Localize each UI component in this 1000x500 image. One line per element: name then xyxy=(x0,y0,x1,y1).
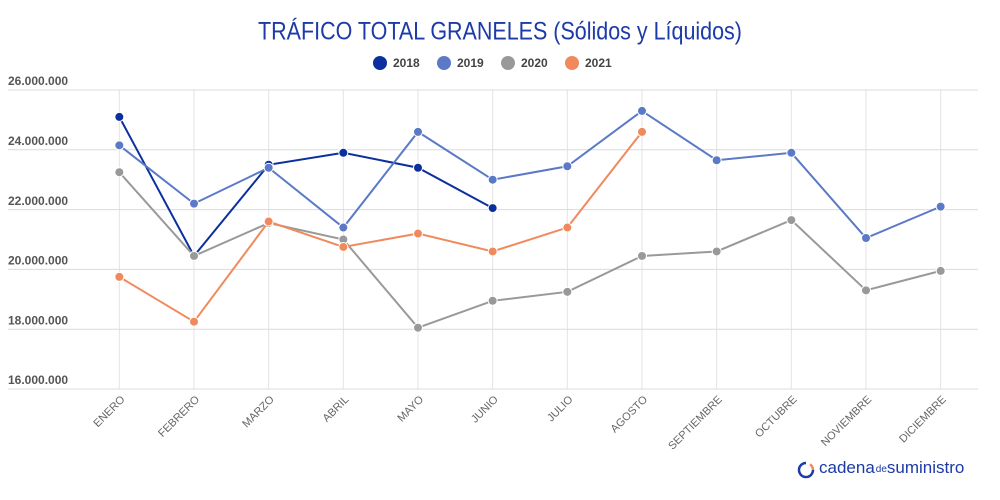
data-point xyxy=(487,203,498,214)
data-point xyxy=(562,286,573,297)
data-point xyxy=(637,250,647,261)
data-point xyxy=(413,322,423,333)
y-tick-label: 24.000.000 xyxy=(8,134,68,148)
data-point xyxy=(935,265,946,276)
x-tick-label: NOVIEMBRE xyxy=(819,394,874,449)
data-point xyxy=(189,250,199,261)
series-line xyxy=(118,171,941,329)
data-point xyxy=(413,228,423,239)
x-tick-label: MAYO xyxy=(395,393,426,424)
legend-marker xyxy=(373,56,387,70)
logo-icon xyxy=(809,463,815,471)
series-line xyxy=(118,109,942,240)
data-point xyxy=(861,233,871,244)
data-point xyxy=(711,246,722,257)
series xyxy=(114,126,647,327)
data-point xyxy=(562,222,573,233)
data-point xyxy=(114,167,125,178)
data-point xyxy=(487,295,498,306)
data-point xyxy=(861,285,871,296)
legend-marker xyxy=(565,56,579,70)
y-tick-label: 16.000.000 xyxy=(8,373,68,387)
x-tick-label: SEPTIEMBRE xyxy=(666,394,725,453)
legend-marker xyxy=(501,56,515,70)
data-point xyxy=(263,162,274,173)
data-point xyxy=(263,216,274,227)
data-point xyxy=(189,198,199,209)
data-point xyxy=(338,241,349,252)
x-tick-label: MARZO xyxy=(240,393,277,430)
series-line xyxy=(118,116,494,258)
logo: cadenadesuministro xyxy=(797,458,964,479)
legend-label: 2018 xyxy=(393,56,420,70)
data-point xyxy=(637,126,647,137)
x-tick-label: JUNIO xyxy=(469,393,501,425)
series xyxy=(114,105,946,244)
chart-title: TRÁFICO TOTAL GRANELES (Sólidos y Líquid… xyxy=(258,17,742,45)
data-point xyxy=(935,201,946,212)
logo-text: cadenadesuministro xyxy=(819,458,964,477)
x-tick-label: ENERO xyxy=(91,393,127,429)
x-tick-label: OCTUBRE xyxy=(753,394,800,441)
legend-marker xyxy=(437,56,451,70)
logo-icon xyxy=(797,461,815,479)
data-point xyxy=(114,271,125,282)
data-point xyxy=(114,111,125,122)
data-point xyxy=(711,155,722,166)
x-tick-label: JULIO xyxy=(545,393,576,424)
data-point xyxy=(786,215,797,226)
data-point xyxy=(413,126,423,137)
y-tick-label: 20.000.000 xyxy=(8,254,68,268)
x-tick-label: FEBRERO xyxy=(156,393,202,439)
y-tick-label: 26.000.000 xyxy=(8,74,68,88)
data-point xyxy=(114,140,125,151)
data-point xyxy=(637,105,647,116)
data-point xyxy=(487,246,498,257)
y-tick-label: 18.000.000 xyxy=(8,313,68,327)
data-point xyxy=(338,147,349,158)
data-point xyxy=(189,316,199,327)
legend-label: 2020 xyxy=(521,56,548,70)
y-tick-label: 22.000.000 xyxy=(8,194,68,208)
data-point xyxy=(487,174,498,185)
x-tick-label: DICIEMBRE xyxy=(897,394,949,446)
data-point xyxy=(562,161,573,172)
data-point xyxy=(786,147,797,158)
data-point xyxy=(413,162,423,173)
x-tick-label: AGOSTO xyxy=(609,393,651,435)
legend-label: 2021 xyxy=(585,56,612,70)
series xyxy=(114,167,946,333)
series-line xyxy=(118,131,643,324)
x-tick-label: ABRIL xyxy=(321,394,352,425)
legend-label: 2019 xyxy=(457,56,484,70)
data-point xyxy=(338,222,349,233)
